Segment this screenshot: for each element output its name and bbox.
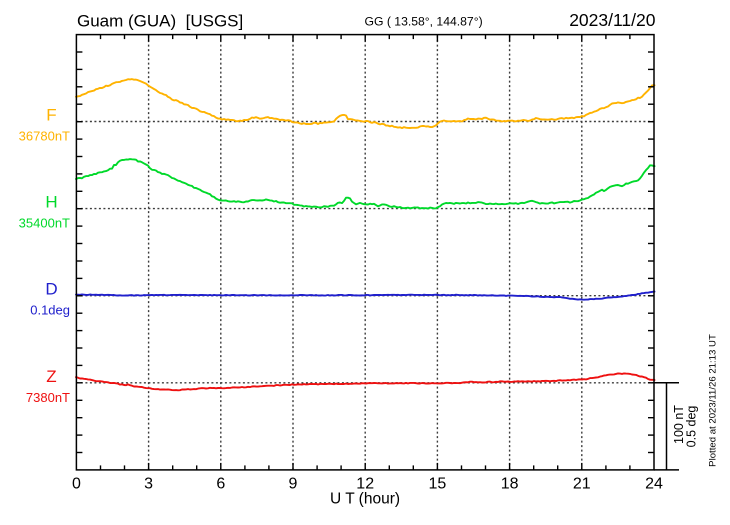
svg-text:GG ( 13.58°, 144.87°): GG ( 13.58°, 144.87°) <box>365 15 483 29</box>
svg-text:6: 6 <box>216 476 225 493</box>
svg-text:U T (hour): U T (hour) <box>330 491 400 508</box>
svg-text:Plotted at 2023/11/26 21:13 UT: Plotted at 2023/11/26 21:13 UT <box>708 334 719 467</box>
svg-text:24: 24 <box>645 476 663 493</box>
svg-text:2023/11/20: 2023/11/20 <box>569 10 656 30</box>
svg-text:18: 18 <box>501 476 519 493</box>
svg-text:Z: Z <box>46 367 56 386</box>
svg-text:21: 21 <box>573 476 591 493</box>
svg-text:H: H <box>45 193 57 212</box>
svg-text:F: F <box>46 106 56 125</box>
svg-text:Guam (GUA) [USGS]: Guam (GUA) [USGS] <box>77 12 243 31</box>
svg-text:9: 9 <box>289 476 298 493</box>
svg-text:7380nT: 7380nT <box>26 390 70 405</box>
svg-text:0.5 deg: 0.5 deg <box>685 406 699 448</box>
svg-text:0: 0 <box>72 476 81 493</box>
svg-text:100 nT: 100 nT <box>672 405 686 444</box>
svg-text:35400nT: 35400nT <box>19 216 70 231</box>
svg-text:3: 3 <box>144 476 153 493</box>
svg-text:36780nT: 36780nT <box>19 129 70 144</box>
svg-text:12: 12 <box>356 476 374 493</box>
svg-text:15: 15 <box>429 476 447 493</box>
svg-text:0.1deg: 0.1deg <box>30 303 70 318</box>
svg-text:D: D <box>45 280 57 299</box>
